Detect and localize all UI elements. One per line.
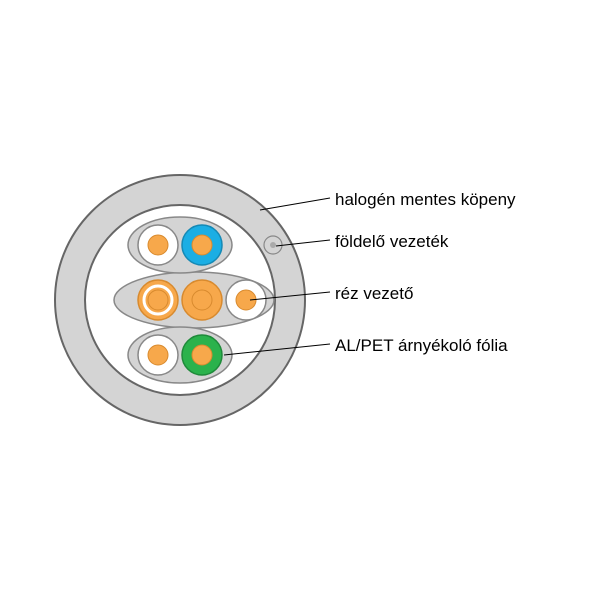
label-jacket: halogén mentes köpeny xyxy=(335,190,516,210)
label-copper: réz vezető xyxy=(335,284,413,304)
label-ground: földelő vezeték xyxy=(335,232,448,252)
label-shield: AL/PET árnyékoló fólia xyxy=(335,336,508,356)
cable-diagram xyxy=(0,0,600,600)
